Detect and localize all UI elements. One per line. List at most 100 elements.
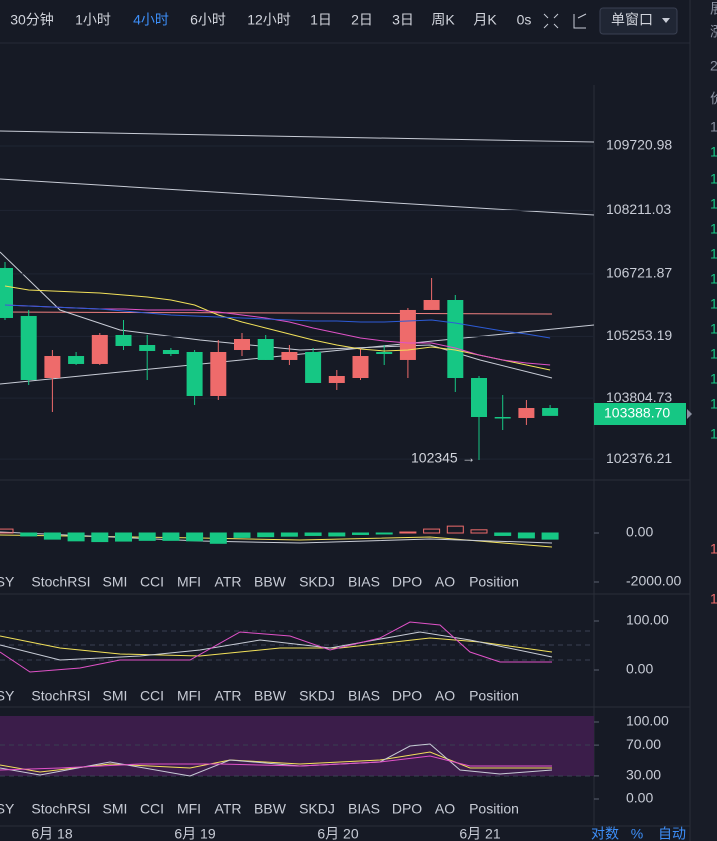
- indicator-tab[interactable]: BIAS: [348, 688, 380, 704]
- candle-body: [186, 351, 203, 396]
- indicator-tab[interactable]: Position: [469, 801, 519, 817]
- candle-body: [115, 334, 132, 346]
- indicator-tab[interactable]: DPO: [392, 801, 422, 817]
- indicator-tab[interactable]: MFI: [177, 801, 201, 817]
- candle-body: [376, 351, 393, 355]
- macd-bar: [352, 532, 369, 535]
- indicator-tab[interactable]: ATR: [215, 801, 242, 817]
- indicator-tab[interactable]: SMI: [103, 688, 128, 704]
- indicator-tab[interactable]: MFI: [177, 688, 201, 704]
- footer-option[interactable]: 对数: [591, 826, 619, 841]
- indicator-tab[interactable]: CCI: [140, 801, 164, 817]
- indicator-tab[interactable]: SKDJ: [299, 574, 335, 590]
- sidebar-text: 1: [710, 346, 717, 362]
- indicator-tab[interactable]: BIAS: [348, 574, 380, 590]
- macd-bar: [115, 532, 132, 542]
- macd-bar: [470, 529, 488, 534]
- tick-label: 100.00: [626, 713, 669, 729]
- indicator-tab[interactable]: Position: [469, 574, 519, 590]
- sidebar-text: 价: [710, 91, 717, 107]
- footer-option[interactable]: 自动: [658, 826, 686, 841]
- interval-tab[interactable]: 1日: [310, 12, 332, 28]
- indicator-tab[interactable]: SY: [0, 574, 15, 590]
- date-label: 6月 20: [317, 826, 358, 841]
- tick-label: 30.00: [626, 767, 661, 783]
- date-label: 6月 19: [174, 826, 215, 841]
- sidebar-text: 1: [710, 371, 717, 387]
- candle-body: [139, 345, 156, 351]
- moving-average: [4, 304, 551, 339]
- dropdown-icon: [662, 18, 670, 23]
- interval-tab[interactable]: 2日: [351, 12, 373, 28]
- macd-bar: [257, 532, 275, 538]
- candle-body: [68, 356, 85, 364]
- sidebar-text: 1: [710, 119, 717, 135]
- candle-body: [257, 338, 274, 360]
- sidebar-text: 1: [710, 296, 717, 312]
- scroll-arrow[interactable]: [687, 409, 692, 419]
- indicator-tab[interactable]: BBW: [254, 801, 287, 817]
- price-tick-label: 102376.21: [606, 450, 672, 466]
- footer-option[interactable]: %: [631, 826, 643, 841]
- indicator-tab[interactable]: Position: [469, 688, 519, 704]
- interval-tab[interactable]: 周K: [431, 12, 455, 28]
- macd-bar: [186, 532, 204, 542]
- candle-body: [281, 351, 298, 360]
- indicator-tab[interactable]: AO: [435, 801, 455, 817]
- indicator-tab[interactable]: BIAS: [348, 801, 380, 817]
- indicator-tab[interactable]: CCI: [140, 688, 164, 704]
- interval-tab[interactable]: 4小时: [133, 12, 169, 28]
- low-annotation: 102345 →: [411, 450, 476, 466]
- indicator-tab[interactable]: StochRSI: [31, 688, 90, 704]
- interval-tab[interactable]: 12小时: [247, 12, 291, 28]
- indicator-tab[interactable]: BBW: [254, 688, 287, 704]
- candle-body: [399, 309, 416, 360]
- candle-body: [542, 408, 559, 416]
- window-button[interactable]: [599, 7, 678, 35]
- toolbar-icons[interactable]: [543, 13, 587, 29]
- indicator-tab[interactable]: DPO: [392, 688, 422, 704]
- interval-tab[interactable]: 30分钟: [10, 12, 54, 28]
- interval-tab[interactable]: 月K: [473, 12, 497, 28]
- macd-bar: [304, 532, 322, 536]
- indicator-tab[interactable]: StochRSI: [31, 574, 90, 590]
- indicator-tab[interactable]: SKDJ: [299, 801, 335, 817]
- indicator-tab[interactable]: DPO: [392, 574, 422, 590]
- indicator-tab[interactable]: CCI: [140, 574, 164, 590]
- candle-body: [91, 334, 108, 364]
- interval-tab[interactable]: 0s: [517, 12, 532, 28]
- candle-body: [352, 356, 369, 378]
- header-band: [0, 43, 690, 85]
- price-tick-label: 106721.87: [606, 265, 672, 281]
- interval-tab[interactable]: 6小时: [190, 12, 226, 28]
- candle-body: [210, 351, 227, 396]
- price-tick-label: 103804.73: [606, 389, 672, 405]
- tick-label: 100.00: [626, 612, 669, 628]
- macd-bar: [233, 532, 251, 538]
- indicator-tab[interactable]: AO: [435, 688, 455, 704]
- indicator-tab[interactable]: BBW: [254, 574, 287, 590]
- macd-bar: [375, 532, 393, 535]
- interval-tab[interactable]: 1小时: [75, 12, 111, 28]
- indicator-tab[interactable]: SMI: [103, 801, 128, 817]
- macd-bar: [209, 532, 227, 544]
- indicator-tab[interactable]: ATR: [215, 574, 242, 590]
- candle-body: [20, 315, 37, 381]
- macd-bar: [399, 531, 417, 534]
- indicator-tab[interactable]: StochRSI: [31, 801, 90, 817]
- macd-bar: [20, 532, 38, 537]
- indicator-tab[interactable]: MFI: [177, 574, 201, 590]
- indicator-tab[interactable]: SY: [0, 801, 15, 817]
- candle-body: [494, 417, 511, 419]
- indicator-tab[interactable]: AO: [435, 574, 455, 590]
- indicator-tab[interactable]: SY: [0, 688, 15, 704]
- indicator-tab[interactable]: ATR: [215, 688, 242, 704]
- interval-tab[interactable]: 3日: [392, 12, 414, 28]
- price-tick-label: 105253.19: [606, 327, 672, 343]
- indicator-tab[interactable]: SMI: [103, 574, 128, 590]
- candle-body: [0, 267, 13, 318]
- window-button-label[interactable]: 单窗口: [611, 12, 653, 28]
- tick-label: -2000.00: [626, 573, 681, 589]
- indicator-tab[interactable]: SKDJ: [299, 688, 335, 704]
